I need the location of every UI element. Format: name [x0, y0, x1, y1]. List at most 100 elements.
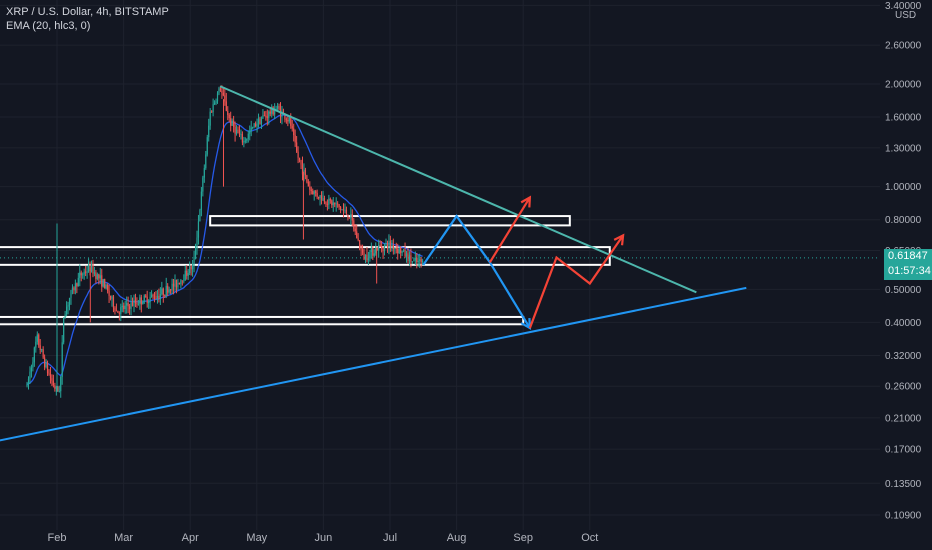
candle [344, 203, 346, 214]
candle-body [44, 357, 46, 368]
candle-body [143, 295, 145, 303]
candle-body [202, 177, 204, 192]
y-tick-label: 0.80000 [885, 215, 922, 226]
candle-body [142, 302, 144, 305]
candle-body [231, 120, 233, 126]
candle [255, 121, 257, 128]
candle-body [211, 111, 213, 113]
x-tick-label: Oct [581, 532, 598, 544]
candle-body [99, 275, 101, 279]
candle [391, 239, 393, 252]
candle [257, 113, 260, 128]
candle [93, 266, 96, 277]
candle [278, 103, 280, 111]
candle-body [127, 303, 129, 307]
candle-body [216, 93, 219, 102]
candle [312, 188, 314, 195]
candle [79, 264, 81, 287]
candle [237, 126, 239, 134]
x-tick-label: Sep [513, 532, 533, 544]
candle-body [172, 283, 175, 287]
candle [74, 279, 76, 295]
candle [381, 241, 383, 253]
candle-body [243, 141, 245, 143]
candle-body [404, 249, 406, 257]
y-tick-label: 0.32000 [885, 351, 922, 362]
candle-body [313, 191, 315, 195]
candle-body [139, 297, 141, 304]
candle-body [32, 362, 34, 368]
candle [161, 281, 163, 296]
projection-path [488, 196, 531, 263]
candle [285, 117, 287, 124]
candle [247, 130, 249, 143]
candle [337, 201, 339, 208]
candle-body [115, 310, 118, 312]
candle [200, 187, 202, 217]
candle-body [95, 272, 97, 279]
candle [262, 108, 264, 119]
candle-body [197, 221, 200, 238]
candle [342, 203, 345, 218]
candle [191, 259, 194, 277]
candle-body [183, 280, 185, 282]
candle-body [46, 363, 49, 374]
candle-body [136, 302, 138, 305]
candle-body [244, 140, 246, 142]
candle-body [263, 115, 265, 117]
candle [341, 208, 343, 211]
candle-body [150, 294, 153, 298]
candle [404, 242, 406, 258]
candle [252, 126, 254, 130]
candle-body [373, 253, 375, 256]
candle [112, 295, 115, 313]
candle-body [397, 249, 399, 254]
candle [142, 300, 144, 305]
candle [143, 294, 145, 304]
candle [118, 311, 120, 321]
candle [172, 278, 175, 295]
candle-body [304, 169, 307, 176]
candle [238, 125, 241, 138]
candle-body [153, 295, 156, 299]
candle [351, 209, 353, 227]
candle-body [158, 295, 160, 299]
candle-body [180, 280, 182, 285]
candle [159, 287, 161, 305]
candle [209, 108, 211, 130]
candle [268, 110, 270, 125]
candle-body [186, 270, 188, 276]
y-tick-label: 0.21000 [885, 413, 922, 424]
candle [206, 134, 208, 157]
candle-body [400, 248, 402, 253]
candle-body [55, 386, 57, 389]
candle [244, 137, 246, 144]
candle [90, 260, 93, 273]
candle-body [290, 117, 292, 126]
y-tick-label: 1.60000 [885, 113, 922, 124]
symbol-title: XRP / U.S. Dollar, 4h, BITSTAMP [6, 6, 169, 18]
candle [87, 258, 90, 273]
candle [171, 278, 173, 295]
candle [77, 272, 79, 287]
candle [197, 214, 200, 245]
candle-body [359, 240, 361, 248]
candle-body [331, 200, 333, 206]
candle [213, 100, 216, 105]
candle [265, 110, 267, 121]
candle [170, 288, 172, 294]
candle-body [222, 92, 224, 96]
candle-body [318, 196, 320, 199]
candle [363, 248, 365, 261]
candle [250, 120, 252, 137]
candle [225, 92, 227, 112]
candle [414, 251, 416, 266]
candle-body [402, 249, 405, 251]
candle [383, 243, 386, 256]
candle-body [372, 248, 374, 256]
candle-body [405, 253, 408, 257]
candle-body [398, 248, 400, 254]
candle-body [238, 133, 241, 135]
candle [96, 272, 98, 281]
